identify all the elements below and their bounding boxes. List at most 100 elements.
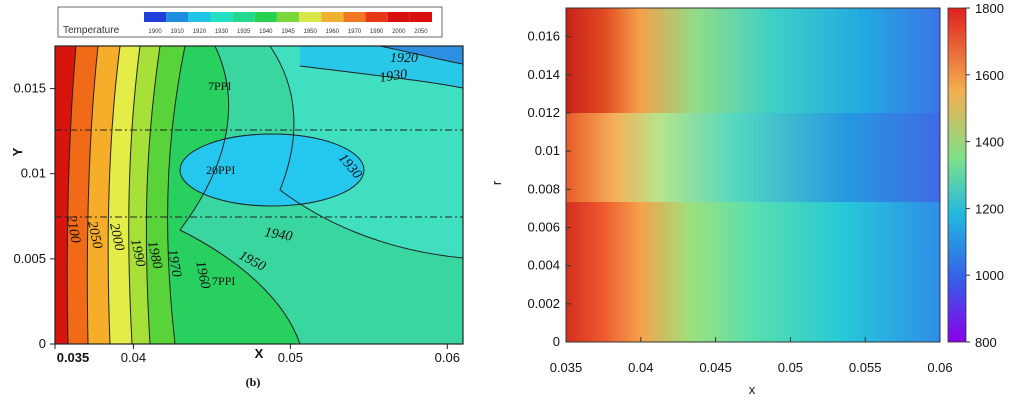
legend-value: 2050 — [414, 29, 428, 35]
y-tick-label: 0.008 — [527, 181, 560, 196]
colorbar-tick-label: 1800 — [975, 1, 1004, 16]
heatmap-upper-band — [566, 8, 940, 114]
left-axes: Y X (b) 0.035 0.04 0.05 0.06 0 0.005 0.01 0.015 — [10, 81, 460, 389]
x-tick-label: 0.035 — [550, 360, 583, 375]
heatmap-middle-band — [566, 113, 940, 203]
legend-swatch — [166, 12, 189, 22]
y-tick-label: 0.015 — [13, 81, 46, 96]
x-tick-label: 0.05 — [778, 360, 803, 375]
legend-swatch — [144, 12, 167, 22]
legend-swatch — [387, 12, 410, 22]
contour-line — [145, 45, 161, 345]
colorbar-tick-label: 1000 — [975, 268, 1004, 283]
legend-value: 1920 — [193, 29, 207, 35]
colorbar-tick-label: 1600 — [975, 68, 1004, 83]
contour-label: 2000 — [106, 222, 126, 253]
left-contour-plot: 1920 1930 1930 1940 1950 1960 1970 1980 … — [54, 45, 464, 345]
panel-label: (b) — [246, 375, 261, 389]
x-tick-label: 0.035 — [57, 350, 90, 365]
contour-label: 1970 — [164, 248, 184, 278]
contour-label: 1940 — [263, 225, 293, 245]
legend-value: 1990 — [370, 29, 384, 35]
legend-swatch — [276, 12, 300, 22]
contour-line — [107, 45, 121, 345]
right-plot-frame — [565, 7, 941, 343]
left-region-20ppi-core — [179, 133, 365, 207]
x-tick-label: 0.06 — [435, 350, 460, 365]
left-y-axis-label: Y — [10, 147, 25, 156]
contour-label: 1980 — [144, 240, 164, 271]
contour-line — [179, 45, 301, 345]
zone-label: 7PPI — [208, 79, 231, 93]
y-tick-label: 0.016 — [527, 29, 560, 44]
y-tick-label: 0.014 — [527, 67, 560, 82]
contour-label: 1920 — [390, 51, 418, 66]
contour-line — [269, 45, 464, 259]
zone-label: 7PPI — [212, 274, 235, 288]
legend-value: 1950 — [303, 29, 317, 35]
y-tick-label: 0.006 — [527, 219, 560, 234]
colorbar-tick-label: 1400 — [975, 135, 1004, 150]
left-x-axis-label: X — [255, 346, 264, 361]
y-tick-label: 0.004 — [527, 258, 560, 273]
legend-swatch — [299, 12, 322, 22]
legend-swatch — [210, 12, 233, 22]
x-tick-label: 0.055 — [849, 360, 882, 375]
x-tick-label: 0.045 — [699, 360, 732, 375]
x-tick-label: 0.04 — [628, 360, 653, 375]
right-axes: r x 0.035 0.04 0.045 0.05 0.055 0.06 0 0.002 0.0… — [489, 1, 1004, 397]
contour-label: 2050 — [84, 220, 104, 251]
legend-swatch — [365, 12, 388, 22]
y-tick-label: 0.01 — [21, 166, 46, 181]
left-region-1935 — [270, 46, 463, 258]
zone-label: 20PPI — [206, 163, 235, 177]
legend-value: 1945 — [281, 29, 295, 35]
contour-label: 1960 — [192, 260, 212, 291]
x-tick-label: 0.04 — [121, 350, 146, 365]
colorbar-tick-label: 800 — [975, 335, 997, 350]
contour-line — [86, 45, 99, 345]
left-region-1930 — [300, 46, 463, 88]
legend-swatch — [232, 12, 255, 22]
legend-value: 1960 — [326, 29, 340, 35]
legend-swatch — [409, 12, 432, 22]
left-legend: Temperature 1900 1910 1920 1930 1935 1940 1945… — [57, 6, 443, 38]
contour-line — [299, 65, 464, 89]
legend-swatch — [188, 12, 211, 22]
x-tick-label: 0.05 — [278, 350, 303, 365]
right-heatmap — [565, 7, 941, 343]
heatmap-lower-band — [566, 202, 940, 342]
x-tick-label: 0.06 — [927, 360, 952, 375]
legend-value: 1900 — [148, 29, 162, 35]
right-x-axis-label: x — [749, 382, 756, 397]
legend-value: 1935 — [237, 29, 251, 35]
contour-line — [128, 45, 141, 345]
contour-line — [66, 45, 77, 345]
left-plot-frame — [54, 45, 464, 345]
legend-swatch — [254, 12, 277, 22]
legend-value: 2000 — [392, 29, 406, 35]
y-tick-label: 0 — [39, 336, 46, 351]
legend-swatch — [343, 12, 366, 22]
right-y-axis-label: r — [489, 180, 504, 185]
contour-label: 1930 — [378, 67, 408, 86]
y-tick-label: 0.002 — [527, 296, 560, 311]
legend-swatch — [321, 12, 344, 22]
legend-value: 1970 — [348, 29, 362, 35]
colorbar — [947, 7, 967, 343]
legend-value: 1930 — [215, 29, 229, 35]
legend-value: 1940 — [259, 29, 273, 35]
legend-title: Temperature — [63, 25, 120, 36]
y-tick-label: 0 — [553, 334, 560, 349]
y-tick-label: 0.005 — [13, 251, 46, 266]
y-tick-label: 0.01 — [535, 143, 560, 158]
contour-line — [167, 45, 186, 345]
y-tick-label: 0.012 — [527, 105, 560, 120]
contour-label: 2100 — [63, 214, 83, 244]
colorbar-gradient — [947, 7, 967, 343]
colorbar-tick-label: 1200 — [975, 201, 1004, 216]
legend-value: 1910 — [171, 29, 185, 35]
contour-label: 1990 — [127, 238, 147, 269]
contour-line — [379, 45, 464, 65]
